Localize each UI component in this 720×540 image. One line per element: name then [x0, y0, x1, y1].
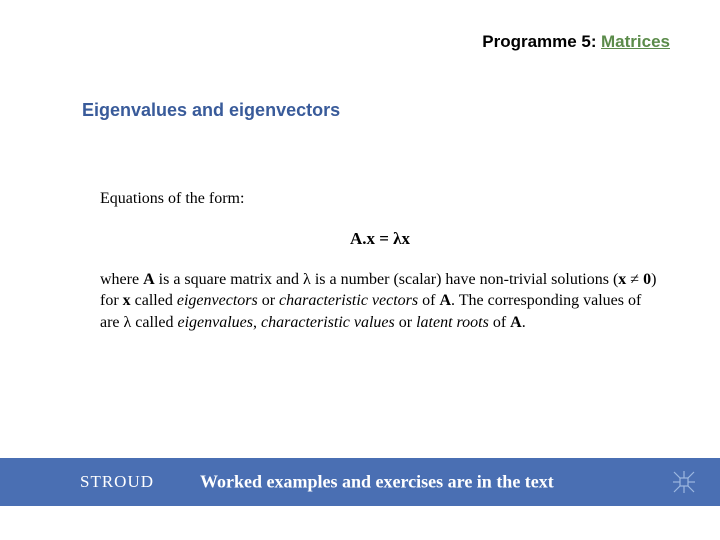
intro-line: Equations of the form:: [100, 188, 660, 210]
section-subtitle: Eigenvalues and eigenvectors: [82, 100, 340, 121]
footer-bar: STROUD Worked examples and exercises are…: [0, 458, 720, 506]
footer-text: Worked examples and exercises are in the…: [200, 472, 554, 493]
slide-header: Programme 5: Matrices: [0, 32, 690, 52]
topic-label: Matrices: [601, 32, 670, 51]
programme-label: Programme 5:: [482, 32, 596, 51]
body-text: Equations of the form: A.x = λx where A …: [100, 188, 660, 333]
equation: A.x = λx: [100, 228, 660, 251]
brand-label: STROUD: [80, 472, 154, 492]
slide: Programme 5: Matrices Eigenvalues and ei…: [0, 0, 720, 540]
expand-icon[interactable]: [670, 468, 698, 496]
paragraph: where A is a square matrix and λ is a nu…: [100, 269, 660, 334]
